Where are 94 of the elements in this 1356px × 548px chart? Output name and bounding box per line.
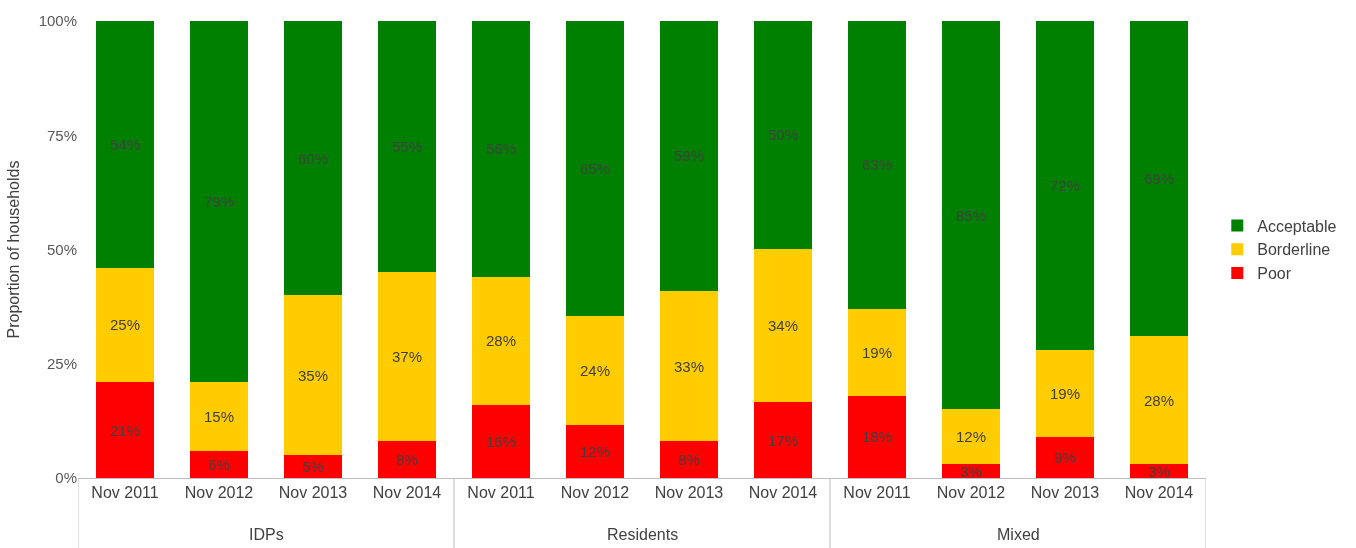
data-label: 24%	[579, 362, 611, 380]
bar	[1129, 336, 1189, 465]
data-label: 63%	[861, 156, 893, 174]
data-label: 28%	[485, 332, 517, 350]
data-label: 65%	[579, 160, 611, 178]
data-label: 8%	[678, 451, 700, 469]
text: IDPs	[249, 526, 284, 543]
data-label: 9%	[1054, 448, 1076, 466]
data-label: 54%	[109, 135, 141, 153]
data-label: 72%	[1049, 177, 1081, 195]
bar	[847, 308, 907, 396]
data-label: 34%	[767, 316, 799, 334]
bar	[565, 21, 625, 317]
x-tick-label: Nov 2014	[1124, 484, 1194, 502]
data-label: 3%	[960, 462, 982, 480]
data-label: 79%	[203, 193, 235, 211]
y-tick-label: 50%	[46, 240, 77, 258]
data-label: 60%	[297, 149, 329, 167]
data-label: 19%	[1049, 384, 1081, 402]
bar	[941, 409, 1001, 465]
data-label: 18%	[861, 428, 893, 446]
bar	[471, 404, 531, 478]
data-label: 35%	[297, 366, 329, 384]
text: Mixed	[997, 526, 1040, 543]
data-label: 37%	[391, 348, 423, 366]
bar	[95, 21, 155, 268]
data-label: 59%	[673, 147, 705, 165]
data-label: 5%	[302, 458, 324, 476]
bar	[189, 450, 249, 478]
data-label: 12%	[579, 442, 611, 460]
legend-label: Acceptable	[1257, 217, 1337, 235]
bar	[847, 21, 907, 309]
data-label: 33%	[673, 357, 705, 375]
text: Residents	[607, 526, 679, 543]
bar	[659, 441, 719, 478]
data-label: 55%	[391, 138, 423, 156]
x-tick-label: Nov 2012	[560, 484, 630, 502]
bar	[471, 276, 531, 405]
bar	[283, 21, 343, 296]
bar	[283, 455, 343, 478]
bar	[1129, 21, 1189, 337]
data-label: 3%	[1148, 462, 1170, 480]
bar	[565, 316, 625, 425]
x-tick-label: Nov 2011	[91, 484, 159, 502]
bar	[847, 395, 907, 478]
x-tick-label: Nov 2012	[936, 484, 1006, 502]
bar	[1035, 21, 1095, 351]
data-label: 69%	[1143, 170, 1175, 188]
x-tick-label: Nov 2011	[467, 484, 535, 502]
data-label: 25%	[109, 316, 141, 334]
bar	[753, 248, 813, 403]
bar	[95, 382, 155, 478]
bar	[941, 21, 1001, 410]
y-axis-title: Proportion of households	[4, 160, 22, 339]
data-label: 19%	[861, 343, 893, 361]
bar	[1035, 436, 1095, 478]
bar	[377, 272, 437, 442]
y-tick-label: 25%	[46, 355, 77, 372]
bar	[753, 21, 813, 249]
bar	[377, 441, 437, 478]
bar	[471, 21, 531, 277]
data-label: 21%	[109, 421, 141, 439]
data-label: 8%	[396, 451, 418, 469]
data-label: 56%	[485, 140, 517, 158]
bar	[189, 21, 249, 383]
legend-label: Borderline	[1257, 241, 1331, 259]
x-tick-label: Nov 2013	[654, 484, 724, 502]
x-tick-label: Nov 2014	[748, 484, 818, 502]
y-tick-label: 0%	[55, 469, 77, 487]
x-tick-label: Nov 2013	[1030, 484, 1100, 502]
bar	[565, 424, 625, 478]
x-tick-label: Nov 2011	[843, 484, 911, 502]
data-label: 50%	[767, 126, 799, 144]
bar	[377, 21, 437, 273]
x-tick-label: Nov 2014	[372, 484, 442, 502]
data-label: 6%	[208, 455, 230, 473]
legend-label: Poor	[1257, 265, 1292, 283]
data-label: 15%	[203, 407, 235, 425]
data-label: 16%	[485, 432, 517, 450]
data-label: 12%	[955, 428, 987, 446]
bar	[753, 402, 813, 478]
bar	[659, 21, 719, 291]
bar	[659, 290, 719, 442]
bar	[189, 382, 249, 451]
bar	[283, 295, 343, 456]
bar	[1035, 350, 1095, 437]
data-label: 17%	[767, 431, 799, 449]
x-tick-label: Nov 2013	[278, 484, 348, 502]
data-label: 28%	[1143, 391, 1175, 409]
y-tick-label: 100%	[38, 12, 77, 30]
data-label: 85%	[955, 206, 987, 224]
bar	[95, 267, 155, 383]
x-tick-label: Nov 2012	[184, 484, 254, 502]
y-tick-label: 75%	[46, 126, 77, 144]
